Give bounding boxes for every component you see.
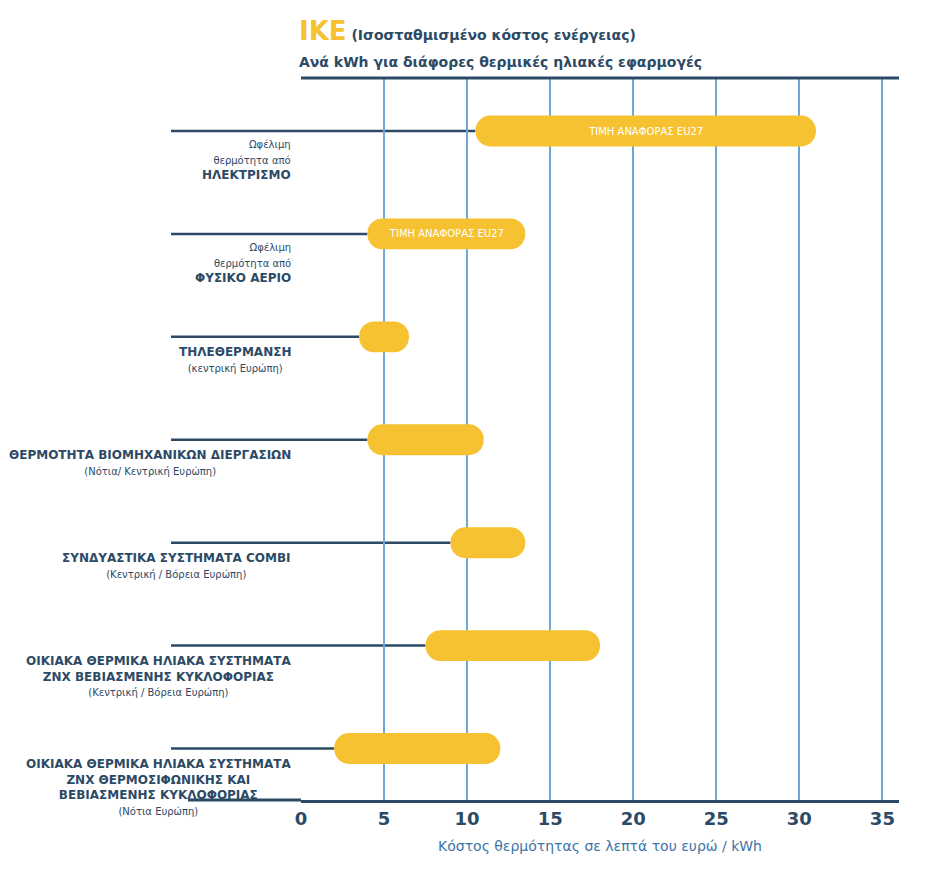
svg-text:ΤΙΜΗ ΑΝΑΦΟΡΑΣ EU27: ΤΙΜΗ ΑΝΑΦΟΡΑΣ EU27 <box>389 228 504 239</box>
svg-text:Ανά kWh για διάφορες θερμικές: Ανά kWh για διάφορες θερμικές ηλιακές εφ… <box>299 54 702 70</box>
svg-text:ΘΕΡΜΟΤΗΤΑ ΒΙΟΜΗΧΑΝΙΚΩΝ ΔΙΕΡΓΑΣ: ΘΕΡΜΟΤΗΤΑ ΒΙΟΜΗΧΑΝΙΚΩΝ ΔΙΕΡΓΑΣΙΩΝ(Νότια/… <box>9 448 291 477</box>
svg-text:Ωφέλιμηθερμότητα απόΦΥΣΙΚΟ ΑΕΡ: Ωφέλιμηθερμότητα απόΦΥΣΙΚΟ ΑΕΡΙΟ <box>195 242 291 285</box>
svg-text:20: 20 <box>621 808 646 829</box>
svg-text:10: 10 <box>455 808 480 829</box>
svg-text:30: 30 <box>787 808 812 829</box>
svg-text:15: 15 <box>538 808 563 829</box>
svg-text:ΟΙΚΙΑΚΑ ΘΕΡΜΙΚΑ ΗΛΙΑΚΑ ΣΥΣΤΗΜΑ: ΟΙΚΙΑΚΑ ΘΕΡΜΙΚΑ ΗΛΙΑΚΑ ΣΥΣΤΗΜΑΤΑΖΝΧ ΘΕΡΜ… <box>26 757 291 817</box>
svg-text:ΟΙΚΙΑΚΑ ΘΕΡΜΙΚΑ ΗΛΙΑΚΑ ΣΥΣΤΗΜΑ: ΟΙΚΙΑΚΑ ΘΕΡΜΙΚΑ ΗΛΙΑΚΑ ΣΥΣΤΗΜΑΤΑΖΝΧ ΒΕΒΙ… <box>26 654 291 698</box>
svg-text:ΤΗΛΕΘΕΡΜΑΝΣΗ(κεντρική Ευρώπη): ΤΗΛΕΘΕΡΜΑΝΣΗ(κεντρική Ευρώπη) <box>179 345 291 374</box>
svg-text:Ωφέλιμηθερμότητα απόΗΛΕΚΤΡΙΣΜΟ: Ωφέλιμηθερμότητα απόΗΛΕΚΤΡΙΣΜΟ <box>202 139 291 182</box>
svg-text:ΙΚΕ (Ισοσταθμισμένο κόστος ενέ: ΙΚΕ (Ισοσταθμισμένο κόστος ενέργειας) <box>299 16 636 46</box>
svg-text:35: 35 <box>870 808 895 829</box>
svg-text:Κόστος θερμότητας σε λεπτά του: Κόστος θερμότητας σε λεπτά του ευρώ / kW… <box>438 838 762 854</box>
svg-text:0: 0 <box>295 808 308 829</box>
svg-text:ΣΥΝΔΥΑΣΤΙΚΑ ΣΥΣΤΗΜΑΤΑ COMBI(Κε: ΣΥΝΔΥΑΣΤΙΚΑ ΣΥΣΤΗΜΑΤΑ COMBI(Κεντρική / Β… <box>62 551 291 580</box>
svg-text:5: 5 <box>378 808 391 829</box>
svg-text:ΤΙΜΗ ΑΝΑΦΟΡΑΣ EU27: ΤΙΜΗ ΑΝΑΦΟΡΑΣ EU27 <box>588 126 703 137</box>
svg-text:25: 25 <box>704 808 729 829</box>
